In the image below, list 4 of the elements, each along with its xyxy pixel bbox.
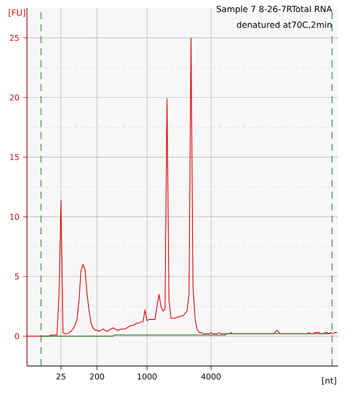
x-axis-title: [nt]: [322, 377, 336, 385]
text: denatured at70C,2min: [236, 21, 332, 29]
y-axis-title: [FU]: [8, 9, 26, 17]
chart-title: Sample 7 8-26-7RTotal RNA: [216, 6, 332, 14]
